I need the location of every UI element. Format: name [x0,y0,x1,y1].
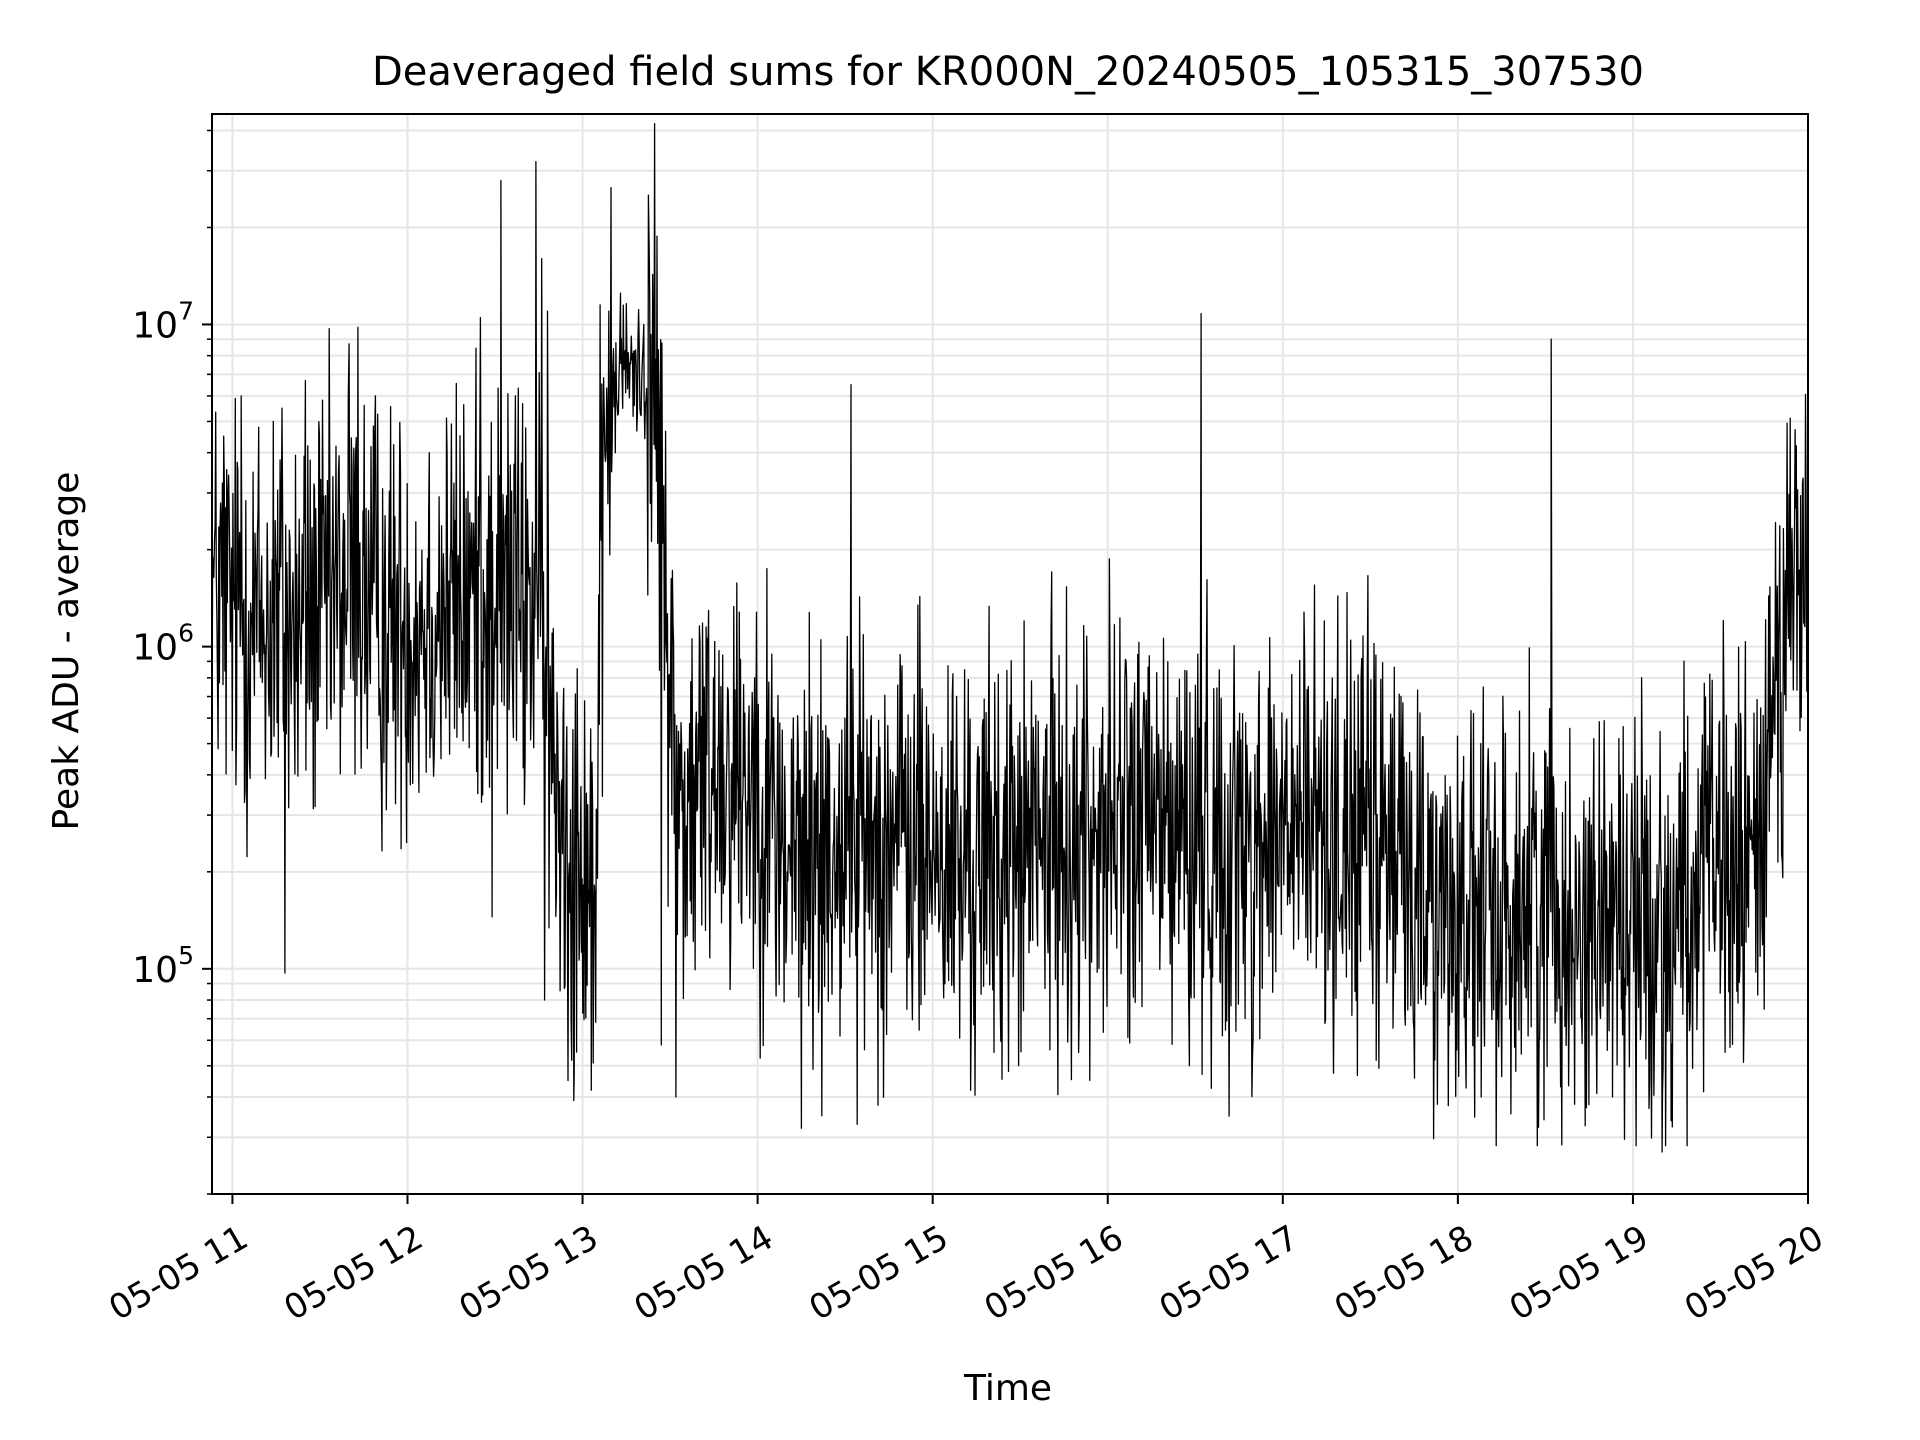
y-tick-label-0: 105 [132,941,194,991]
plot-frame [211,113,1809,1195]
y-axis: 105 106 107 [132,129,212,1195]
y-axis-label: Peak ADU - average [46,472,87,831]
x-axis-label: Time [963,1368,1052,1409]
series-line [211,122,1809,1153]
data-layer [211,122,1809,1153]
y-tick-label-2: 107 [132,296,194,346]
y-tick-label-1: 106 [132,619,194,669]
chart-title: Deaveraged field sums for KR000N_2024050… [372,49,1644,95]
